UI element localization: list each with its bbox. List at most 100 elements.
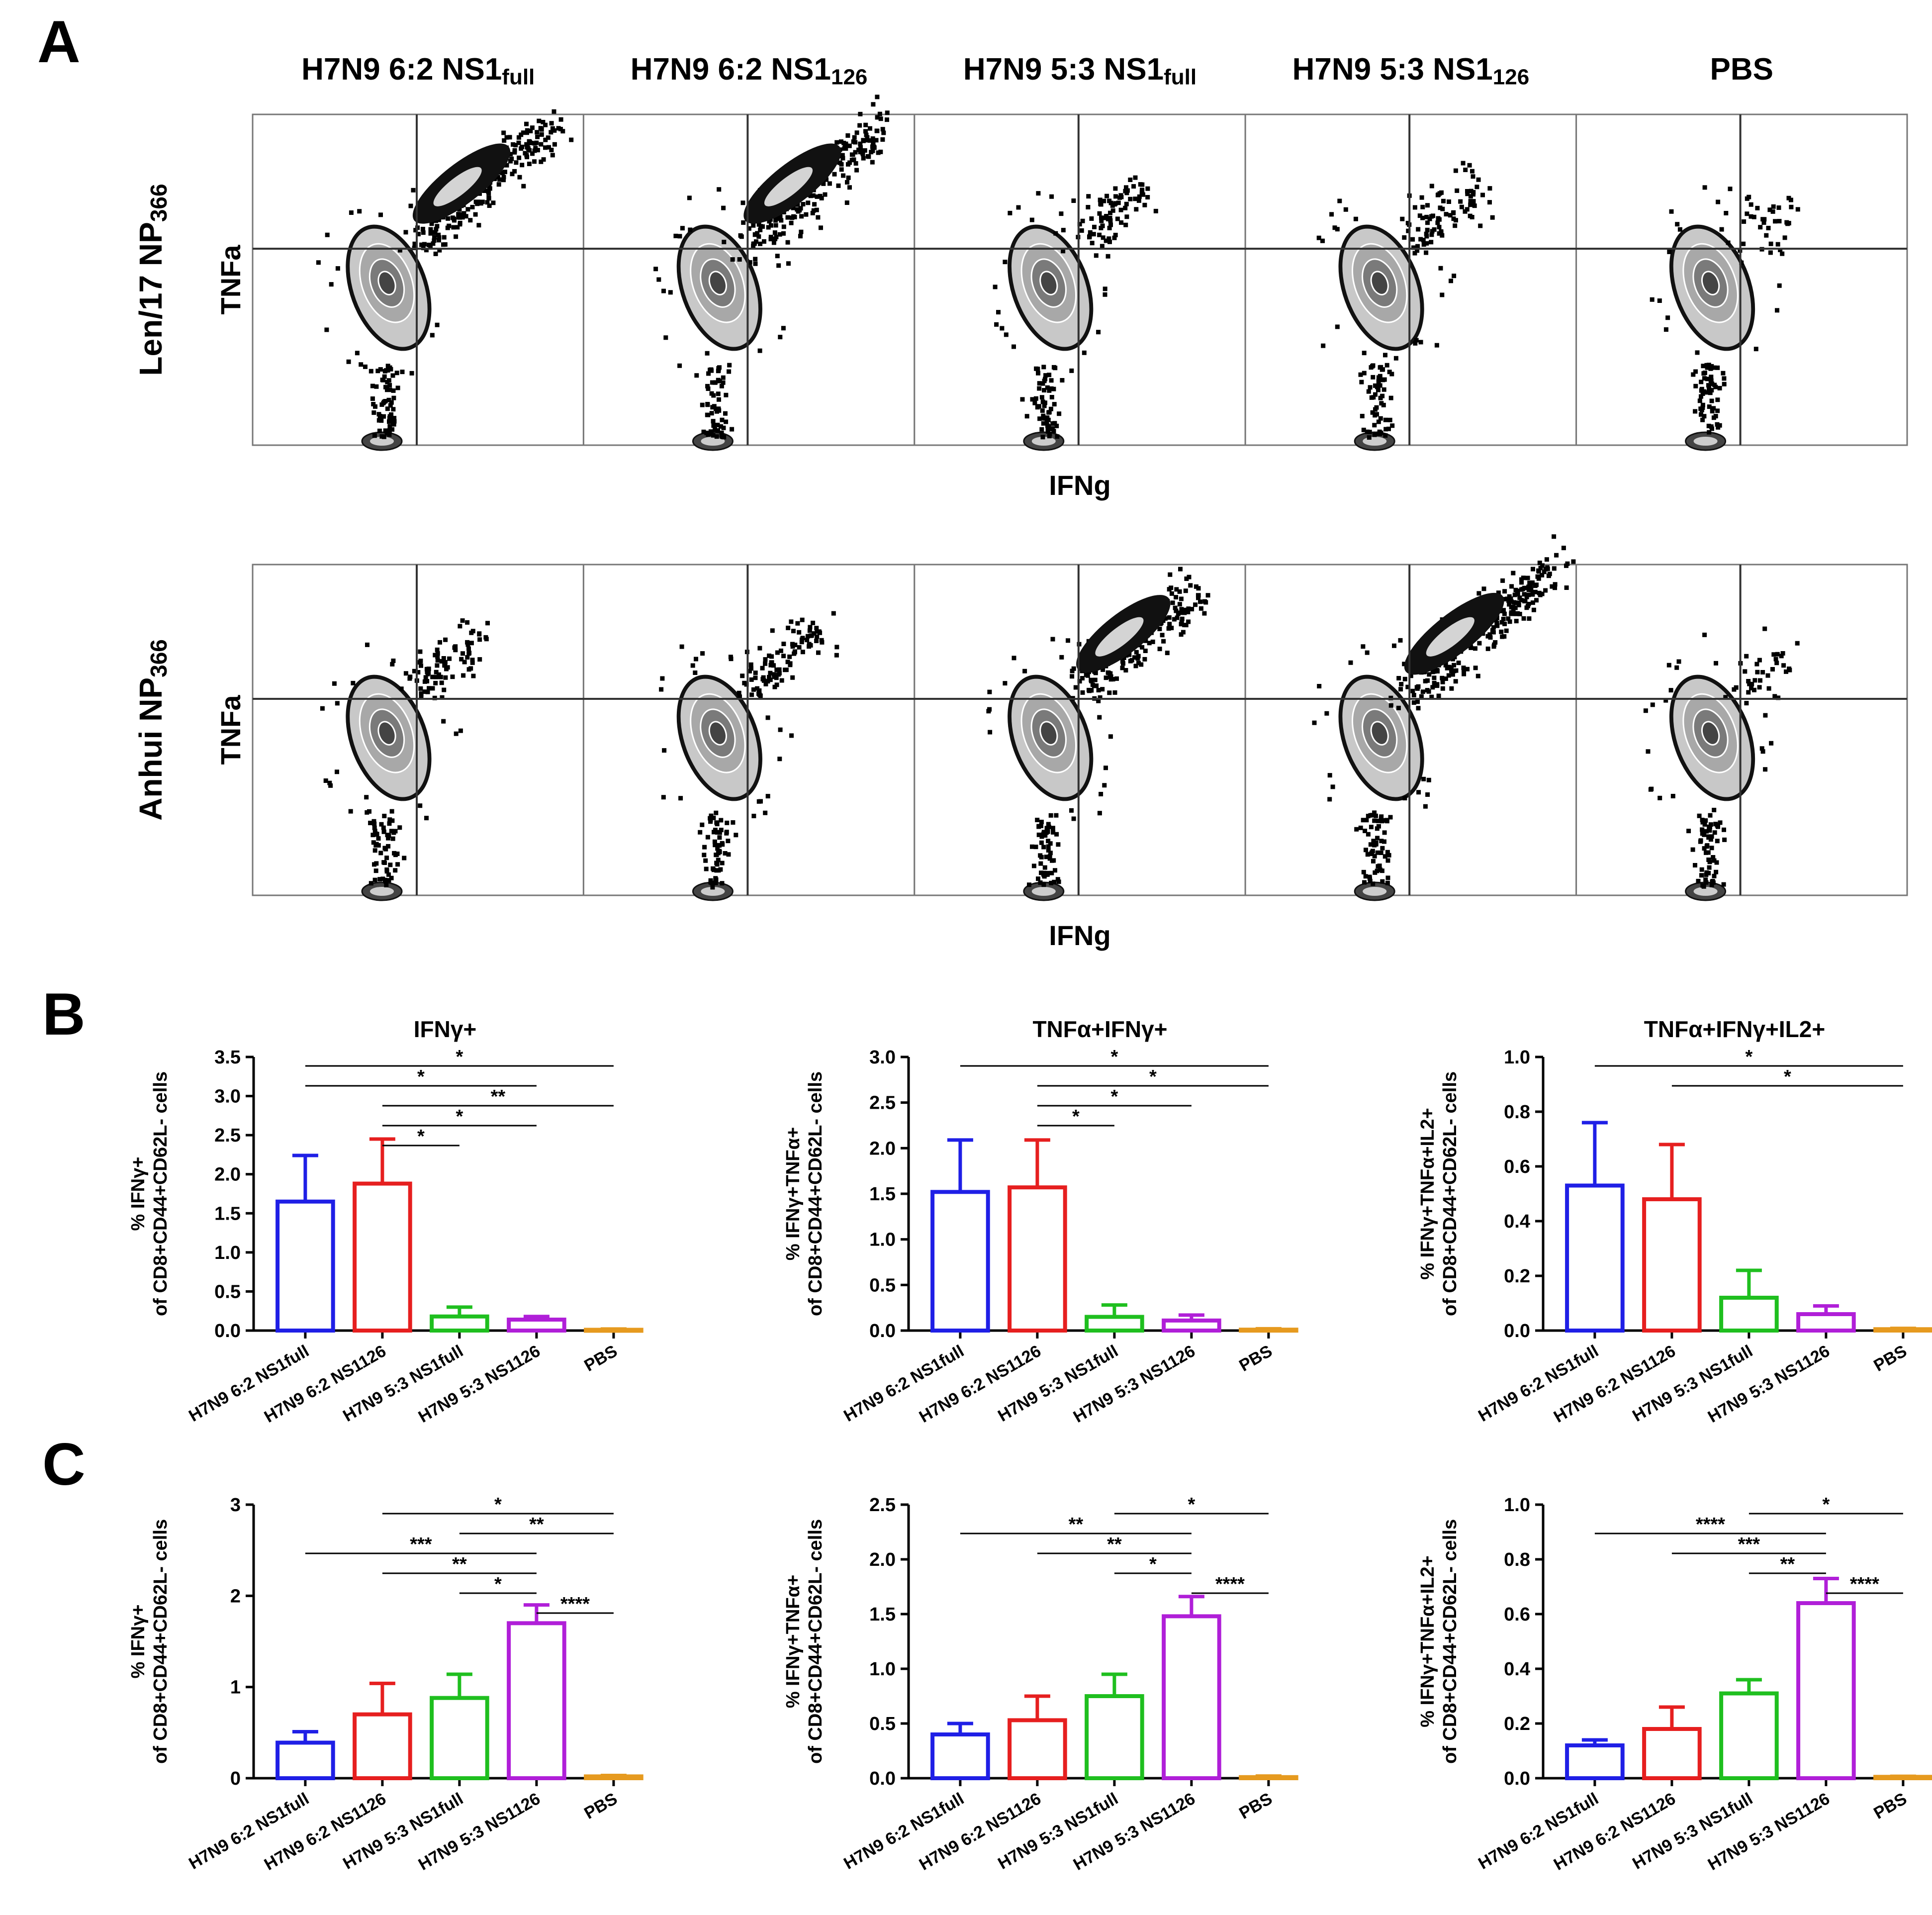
y-axis-label: % IFNγ+ [128, 1157, 149, 1231]
contour [370, 437, 394, 446]
column-title: H7N9 5:3 NS1126 [1292, 52, 1530, 90]
flow-row: Anhui NP366 TNFa IFNg [133, 534, 1908, 951]
bar-chart: TNFα+IFNγ+ % IFNγ+TNFα+ of CD8+CD44+CD62L-… [783, 1016, 1298, 1427]
y-tick-label: 0 [230, 1768, 241, 1789]
y-tick-label: 0.8 [1504, 1102, 1530, 1123]
event-dots [1643, 626, 1800, 889]
significance-label: * [456, 1047, 463, 1067]
y-tick-label: 2.0 [869, 1549, 896, 1570]
y-axis-label: % IFNγ+TNFα+ [783, 1575, 804, 1708]
row-label: Len/17 NP366 [133, 184, 172, 376]
y-tick-label: 0.6 [1504, 1156, 1530, 1177]
bar [930, 1190, 990, 1333]
significance-label: * [1823, 1494, 1830, 1515]
y-tick-label: 3.0 [869, 1047, 896, 1068]
y-tick-label: 0.5 [214, 1281, 241, 1302]
y-tick-label: 1.0 [214, 1243, 241, 1263]
double-positive-population [1076, 595, 1171, 673]
panel-letter-c: C [42, 1431, 86, 1498]
bar [1642, 1727, 1702, 1780]
significance-label: * [1111, 1086, 1118, 1107]
y-tick-label: 1.0 [1504, 1495, 1530, 1516]
y-tick-label: 2.0 [214, 1164, 241, 1185]
y-tick-label: 0.4 [1504, 1211, 1530, 1232]
bar-chart: TNFα+IFNγ+IL2+ % IFNγ+TNFα+IL2+ of CD8+CD4… [1417, 1016, 1932, 1427]
significance-label: ** [1107, 1534, 1122, 1555]
contour [1693, 887, 1718, 896]
contour [1031, 437, 1056, 446]
flow-plot [914, 564, 1246, 901]
significance-label: ** [1780, 1554, 1795, 1575]
y-tick-label: 0.0 [1504, 1321, 1530, 1341]
x-tick-label: PBS [1870, 1789, 1910, 1823]
contour [1426, 617, 1474, 657]
chart-title: IFNγ+ [414, 1016, 477, 1042]
y-tick-label: 0.0 [214, 1321, 241, 1341]
cell-population [346, 674, 432, 801]
significance-label: ** [452, 1554, 467, 1575]
x-tick-label: PBS [1870, 1341, 1910, 1375]
y-tick-label: 1 [230, 1677, 241, 1698]
significance-label: * [1149, 1066, 1157, 1087]
significance-label: ** [1069, 1514, 1084, 1535]
flow-plot [582, 95, 916, 451]
bar [507, 1318, 566, 1333]
flow-cytometry-panel: H7N9 6:2 NS1full H7N9 6:2 NS1126 H7N9 5:3 … [133, 52, 1908, 951]
bar [1008, 1185, 1067, 1333]
bar [1085, 1315, 1144, 1333]
bar-charts-panel: IFNγ+% IFNγ+ of CD8+CD44+CD62L- cells0.00… [128, 1016, 1932, 1874]
bar [1085, 1694, 1144, 1780]
bar [507, 1621, 566, 1780]
y-axis-label: % IFNγ+ [128, 1605, 149, 1679]
y-tick-label: 2 [230, 1586, 241, 1607]
panel-letter-a: A [37, 8, 81, 75]
y-tick-label: 1.0 [869, 1659, 896, 1680]
flow-plot [582, 564, 916, 901]
bar [430, 1314, 489, 1333]
significance-label: * [494, 1574, 502, 1595]
y-tick-label: 2.0 [869, 1138, 896, 1159]
flow-plot [1244, 113, 1577, 451]
bar [276, 1740, 335, 1780]
contour [1701, 271, 1720, 295]
contour [1363, 437, 1387, 446]
y-axis-label: % IFNγ+TNFα+IL2+ [1417, 1555, 1438, 1727]
y-axis-label: % IFNγ+TNFα+ [783, 1127, 804, 1260]
flow-plot [914, 113, 1246, 451]
significance-label: *** [410, 1534, 432, 1555]
y-tick-label: 0.5 [869, 1275, 896, 1296]
y-tick-label: 0.4 [1504, 1659, 1530, 1680]
bar [1719, 1691, 1779, 1780]
column-title: H7N9 5:3 NS1full [963, 52, 1196, 90]
y-tick-label: 1.5 [869, 1184, 896, 1205]
flow-plot [1575, 564, 1908, 901]
contour [1039, 271, 1058, 295]
contour [701, 887, 725, 896]
x-tick-label: PBS [581, 1341, 621, 1375]
significance-label: **** [1850, 1574, 1879, 1595]
y-tick-label: 0.0 [1504, 1768, 1530, 1789]
bar-chart: % IFNγ+TNFα+IL2+ of CD8+CD44+CD62L- cells… [1417, 1494, 1932, 1874]
significance-label: * [417, 1066, 425, 1087]
cell-population [1669, 674, 1755, 801]
y-axis-label: of CD8+CD44+CD62L- cells [1440, 1519, 1461, 1764]
y-tick-label: 0.6 [1504, 1604, 1530, 1625]
contour [1031, 887, 1056, 896]
y-tick-label: 0.2 [1504, 1266, 1530, 1287]
y-axis-label: of CD8+CD44+CD62L- cells [150, 1519, 171, 1764]
significance-label: * [456, 1106, 463, 1127]
significance-label: * [494, 1494, 502, 1515]
chart-title: TNFα+IFNγ+IL2+ [1644, 1016, 1825, 1042]
y-tick-label: 3.5 [214, 1047, 241, 1068]
bar [1796, 1312, 1856, 1333]
flow-row: Len/17 NP366 TNFa IFNg [133, 95, 1908, 501]
y-tick-label: 1.0 [869, 1230, 896, 1250]
contour [1701, 721, 1720, 746]
y-axis-label: TNFa [215, 245, 246, 315]
contour [708, 271, 728, 295]
y-tick-label: 3 [230, 1495, 241, 1516]
chart-title: TNFα+IFNγ+ [1032, 1016, 1167, 1042]
bar [1796, 1601, 1856, 1780]
cell-population [346, 224, 432, 351]
